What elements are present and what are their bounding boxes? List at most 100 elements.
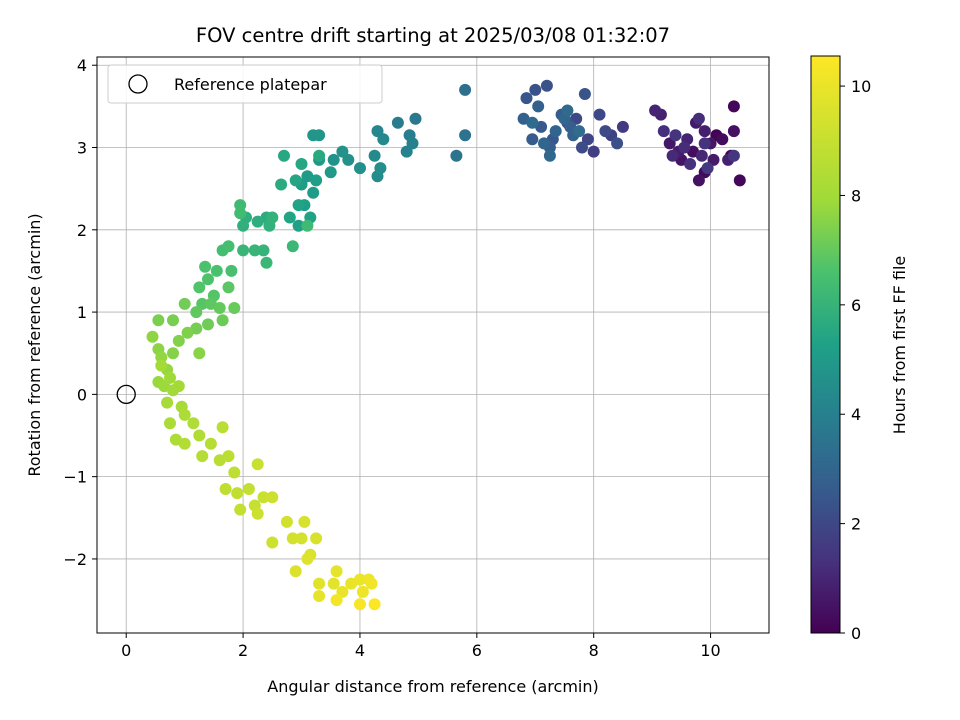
scatter-point	[164, 371, 176, 384]
colorbar-tick-label: 2	[851, 515, 861, 534]
scatter-point	[286, 240, 299, 253]
scatter-point	[374, 162, 387, 175]
scatter-point	[178, 297, 191, 310]
scatter-point	[190, 306, 203, 319]
scatter-point	[266, 536, 279, 549]
scatter-point	[167, 314, 179, 327]
scatter-point	[266, 211, 279, 224]
scatter-point	[193, 429, 206, 442]
scatter-point	[354, 162, 366, 175]
scatter-point	[342, 153, 355, 166]
grid	[97, 57, 769, 633]
scatter-point	[161, 396, 174, 409]
scatter-point	[280, 515, 293, 528]
scatter-point	[172, 334, 185, 347]
scatter-point	[727, 125, 740, 138]
scatter-point	[529, 83, 542, 96]
scatter-point	[526, 133, 539, 146]
scatter-point	[727, 149, 740, 162]
scatter-point	[459, 83, 472, 96]
scatter-point	[576, 141, 588, 154]
scatter-point	[698, 125, 711, 138]
plot-frame	[96, 56, 770, 634]
scatter-point	[196, 450, 209, 463]
scatter-point	[292, 199, 305, 212]
scatter-point	[228, 302, 241, 314]
scatter-point	[310, 174, 323, 187]
y-tick-label: 3	[77, 139, 87, 158]
scatter-point	[599, 125, 612, 138]
scatter-point	[251, 507, 264, 520]
scatter-point	[289, 565, 302, 578]
scatter-point	[356, 585, 369, 598]
scatter-point	[354, 573, 366, 586]
scatter-point	[716, 133, 729, 146]
scatter-point	[313, 149, 326, 162]
scatter-point	[695, 149, 708, 162]
scatter-point	[222, 450, 235, 463]
scatter-point	[260, 256, 273, 269]
scatter-point	[172, 380, 185, 393]
scatter-point	[336, 145, 349, 158]
scatter-point	[368, 598, 381, 611]
scatter-point	[278, 149, 290, 162]
scatter-point	[242, 483, 255, 495]
scatter-point	[368, 149, 381, 162]
scatter-point	[234, 503, 247, 516]
scatter-point	[237, 244, 250, 257]
scatter-point	[216, 421, 229, 434]
scatter-point	[313, 577, 326, 590]
scatter-point	[657, 125, 670, 138]
scatter-point	[257, 491, 270, 504]
scatter-point	[234, 199, 247, 212]
scatter-point	[561, 104, 574, 117]
scatter-point	[146, 330, 159, 343]
scatter-point	[409, 112, 422, 125]
legend: Reference platepar	[107, 64, 383, 104]
scatter-point	[286, 532, 299, 545]
scatter-point	[164, 417, 176, 430]
scatter-point	[257, 244, 270, 257]
scatter-point	[701, 162, 714, 175]
scatter-point	[313, 590, 326, 602]
plot-background	[97, 57, 769, 633]
legend-entry: Reference platepar	[174, 75, 327, 94]
scatter-point	[526, 116, 539, 129]
scatter-point	[578, 88, 591, 100]
scatter-point	[283, 211, 296, 224]
legend-marker	[128, 74, 148, 94]
colorbar-label: Hours from first FF file	[890, 256, 909, 435]
scatter-point	[181, 326, 194, 339]
scatter-point	[225, 264, 238, 277]
scatter-point	[307, 129, 320, 142]
colorbar-tick-label: 4	[851, 405, 861, 424]
scatter-point	[532, 100, 545, 113]
scatter-point	[649, 104, 662, 117]
scatter-point	[327, 577, 340, 590]
y-tick-label: −1	[63, 468, 87, 487]
scatter-point	[237, 219, 250, 232]
scatter-point	[275, 178, 288, 191]
scatter-point	[222, 240, 235, 253]
scatter-point	[520, 92, 533, 105]
scatter-point	[193, 281, 206, 294]
scatter-point	[204, 437, 217, 450]
scatter-point	[692, 174, 705, 187]
x-tick-label: 8	[589, 641, 599, 660]
scatter-point	[295, 532, 308, 545]
colorbar-gradient	[810, 55, 841, 634]
scatter-point	[298, 515, 311, 528]
scatter-point	[178, 408, 191, 421]
colorbar: 0 2 4 6 8 10 Hours from first FF file	[810, 55, 909, 643]
scatter-point	[733, 174, 746, 187]
scatter-point	[213, 302, 226, 314]
x-axis-label: Angular distance from reference (arcmin)	[267, 677, 598, 696]
scatter-point	[450, 149, 463, 162]
scatter-point	[310, 532, 323, 545]
scatter-point	[155, 351, 168, 364]
scatter-point	[251, 458, 264, 471]
y-axis-label: Rotation from reference (arcmin)	[25, 213, 44, 476]
x-tick-label: 6	[472, 641, 482, 660]
scatter-point	[330, 594, 343, 607]
